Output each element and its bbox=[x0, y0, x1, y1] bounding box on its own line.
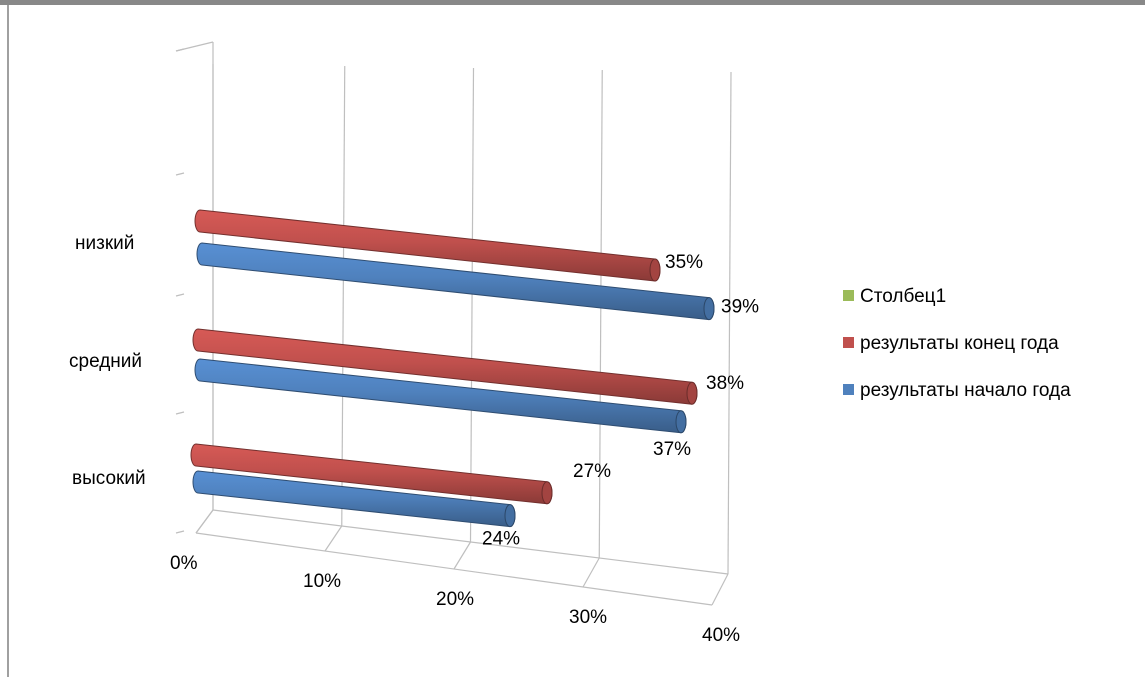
floor-tick bbox=[324, 525, 343, 552]
y-tick bbox=[175, 411, 185, 415]
legend-swatch bbox=[843, 384, 854, 395]
floor-tick bbox=[582, 557, 600, 588]
floor-back-edge bbox=[212, 509, 729, 575]
gridline bbox=[469, 67, 475, 543]
gridline bbox=[341, 65, 346, 527]
x-tick-label: 40% bbox=[702, 625, 740, 646]
data-label: 35% bbox=[665, 252, 703, 273]
y-tick bbox=[175, 530, 185, 534]
grid-lines: 0% 10% 20% 30% 40% bbox=[170, 41, 740, 646]
legend-swatch bbox=[843, 337, 854, 348]
data-label: 38% bbox=[706, 373, 744, 394]
floor-left-edge bbox=[195, 509, 214, 534]
y-tick bbox=[175, 48, 185, 52]
category-label: средний bbox=[69, 351, 142, 372]
gridline bbox=[598, 69, 603, 559]
gridline bbox=[727, 71, 732, 575]
legend-label: результаты конец года bbox=[860, 333, 1059, 354]
floor-front-edge bbox=[195, 532, 713, 606]
data-label: 37% bbox=[653, 439, 691, 460]
bar-cap bbox=[649, 258, 661, 282]
x-tick-label: 20% bbox=[436, 589, 474, 610]
legend-label: результаты начало года bbox=[860, 380, 1071, 401]
data-label: 39% bbox=[721, 297, 759, 318]
y-tick bbox=[175, 172, 185, 176]
bar-cap bbox=[686, 381, 698, 405]
bar-cap bbox=[541, 481, 553, 505]
window-top-border bbox=[0, 0, 1145, 5]
x-tick-label: 30% bbox=[569, 607, 607, 628]
bars bbox=[190, 209, 715, 528]
x-tick-label: 0% bbox=[170, 553, 198, 574]
category-label: низкий bbox=[75, 233, 134, 254]
legend-swatch bbox=[843, 290, 854, 301]
floor-tick bbox=[711, 573, 729, 606]
bar-cap bbox=[504, 504, 516, 528]
bar-cap bbox=[703, 297, 715, 321]
legend-label: Столбец1 bbox=[860, 286, 946, 307]
bar-cap bbox=[675, 410, 687, 434]
window-left-border bbox=[7, 5, 9, 677]
category-label: высокий bbox=[72, 468, 146, 489]
y-tick bbox=[175, 293, 185, 297]
data-label: 27% bbox=[573, 461, 611, 482]
legend: Столбец1 результаты конец года результаты … bbox=[843, 286, 1071, 401]
floor-tick bbox=[453, 541, 472, 570]
x-tick-label: 10% bbox=[303, 571, 341, 592]
data-labels: 27% 24% 38% 37% 35% 39% bbox=[482, 252, 759, 550]
data-label: 24% bbox=[482, 529, 520, 550]
category-axis: высокий средний низкий bbox=[69, 48, 185, 534]
